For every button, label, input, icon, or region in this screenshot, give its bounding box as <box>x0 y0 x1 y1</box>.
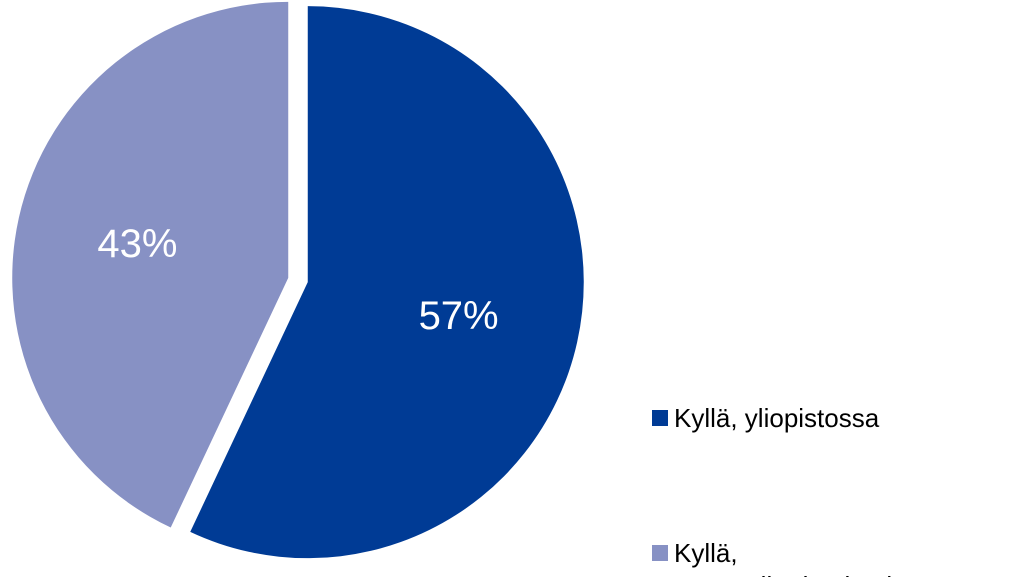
legend-item-ammattikorkeakoulussa: Kyllä, ammattikorkeakoulussa <box>652 538 948 577</box>
legend-item-yliopistossa: Kyllä, yliopistossa <box>652 403 880 433</box>
pie-slice-ammattikorkeakoulussa <box>12 1 289 528</box>
legend-label-yliopistossa: Kyllä, yliopistossa <box>674 403 880 433</box>
legend-swatch-yliopistossa <box>652 410 668 426</box>
legend: Kyllä, yliopistossa Kyllä, ammattikorkeako… <box>652 403 948 577</box>
slice-labels: 57% 43% <box>97 222 498 338</box>
legend-label-ammattikorkeakoulussa-line-1: Kyllä, <box>674 538 738 568</box>
legend-label-ammattikorkeakoulussa-line-2: ammattikorkeakoulussa <box>674 571 948 577</box>
legend-swatch-ammattikorkeakoulussa <box>652 545 668 561</box>
pie-slices <box>12 1 584 559</box>
slice-value-label-yliopistossa: 57% <box>419 294 499 338</box>
pie-slice-yliopistossa <box>190 6 584 559</box>
slice-value-label-ammattikorkeakoulussa: 43% <box>97 222 177 266</box>
